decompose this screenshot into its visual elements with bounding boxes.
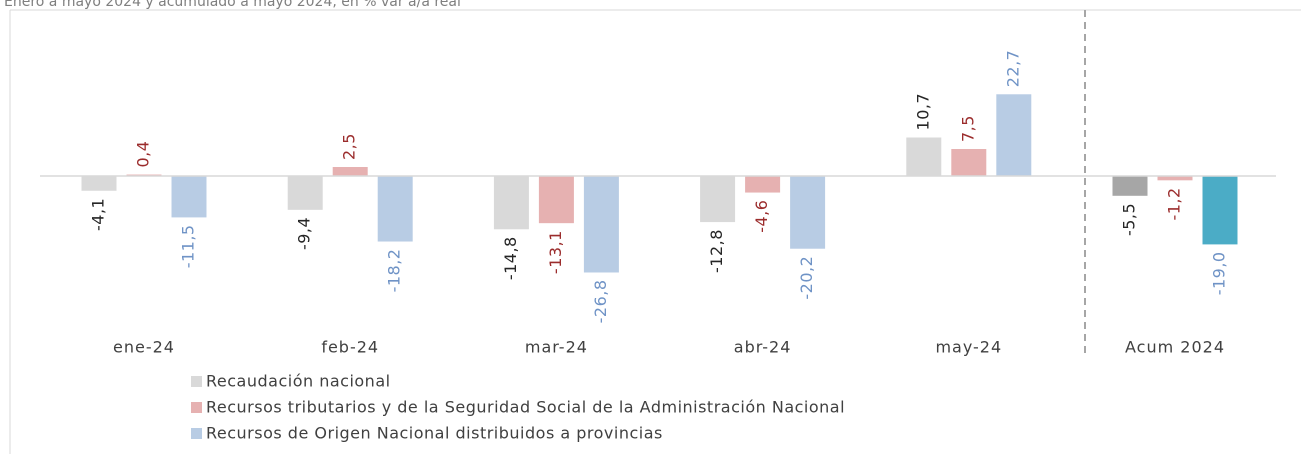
data-label: 10,7 xyxy=(913,93,932,131)
x-tick-label: mar-24 xyxy=(525,338,588,357)
bar xyxy=(790,176,826,249)
x-tick-label: abr-24 xyxy=(734,338,792,357)
bar xyxy=(996,94,1032,176)
subtitle: Enero a mayo 2024 y acumulado a mayo 202… xyxy=(4,0,461,10)
x-tick-label: ene-24 xyxy=(113,338,175,357)
data-label: -4,6 xyxy=(752,200,771,233)
data-label: -11,5 xyxy=(179,224,198,268)
data-label: -9,4 xyxy=(295,217,314,250)
legend-label: Recursos tributarios y de la Seguridad S… xyxy=(206,398,845,417)
bar xyxy=(287,176,323,210)
bar xyxy=(1157,176,1193,181)
data-label: -14,8 xyxy=(501,236,520,280)
bar xyxy=(1202,176,1238,245)
bar xyxy=(906,137,942,176)
data-label: -5,5 xyxy=(1120,203,1139,236)
bar xyxy=(951,149,987,176)
bar xyxy=(377,176,413,242)
bar xyxy=(583,176,619,273)
data-label: -13,1 xyxy=(546,230,565,274)
legend-swatch xyxy=(191,402,202,413)
bar xyxy=(493,176,529,230)
data-label: -18,2 xyxy=(385,249,404,293)
legend-swatch xyxy=(191,428,202,439)
bar xyxy=(171,176,207,218)
data-label: -1,2 xyxy=(1165,187,1184,220)
bar xyxy=(538,176,574,224)
x-tick-label: may-24 xyxy=(935,338,1002,357)
data-label: -19,0 xyxy=(1210,251,1229,295)
legend-label: Recaudación nacional xyxy=(206,372,391,391)
data-label: -20,2 xyxy=(797,256,816,300)
bar xyxy=(700,176,736,223)
data-label: 2,5 xyxy=(340,133,359,160)
data-label: -26,8 xyxy=(591,279,610,323)
data-label: 22,7 xyxy=(1003,50,1022,88)
bar xyxy=(332,167,368,176)
legend-label: Recursos de Origen Nacional distribuidos… xyxy=(206,424,663,443)
data-label: -4,1 xyxy=(89,198,108,231)
x-tick-label: Acum 2024 xyxy=(1125,338,1225,357)
data-label: 7,5 xyxy=(958,115,977,142)
bar xyxy=(745,176,781,193)
x-tick-label: feb-24 xyxy=(321,338,379,357)
data-label: 0,4 xyxy=(134,141,153,168)
data-label: -12,8 xyxy=(707,229,726,273)
bar xyxy=(81,176,117,191)
legend-swatch xyxy=(191,376,202,387)
bar xyxy=(1112,176,1148,196)
